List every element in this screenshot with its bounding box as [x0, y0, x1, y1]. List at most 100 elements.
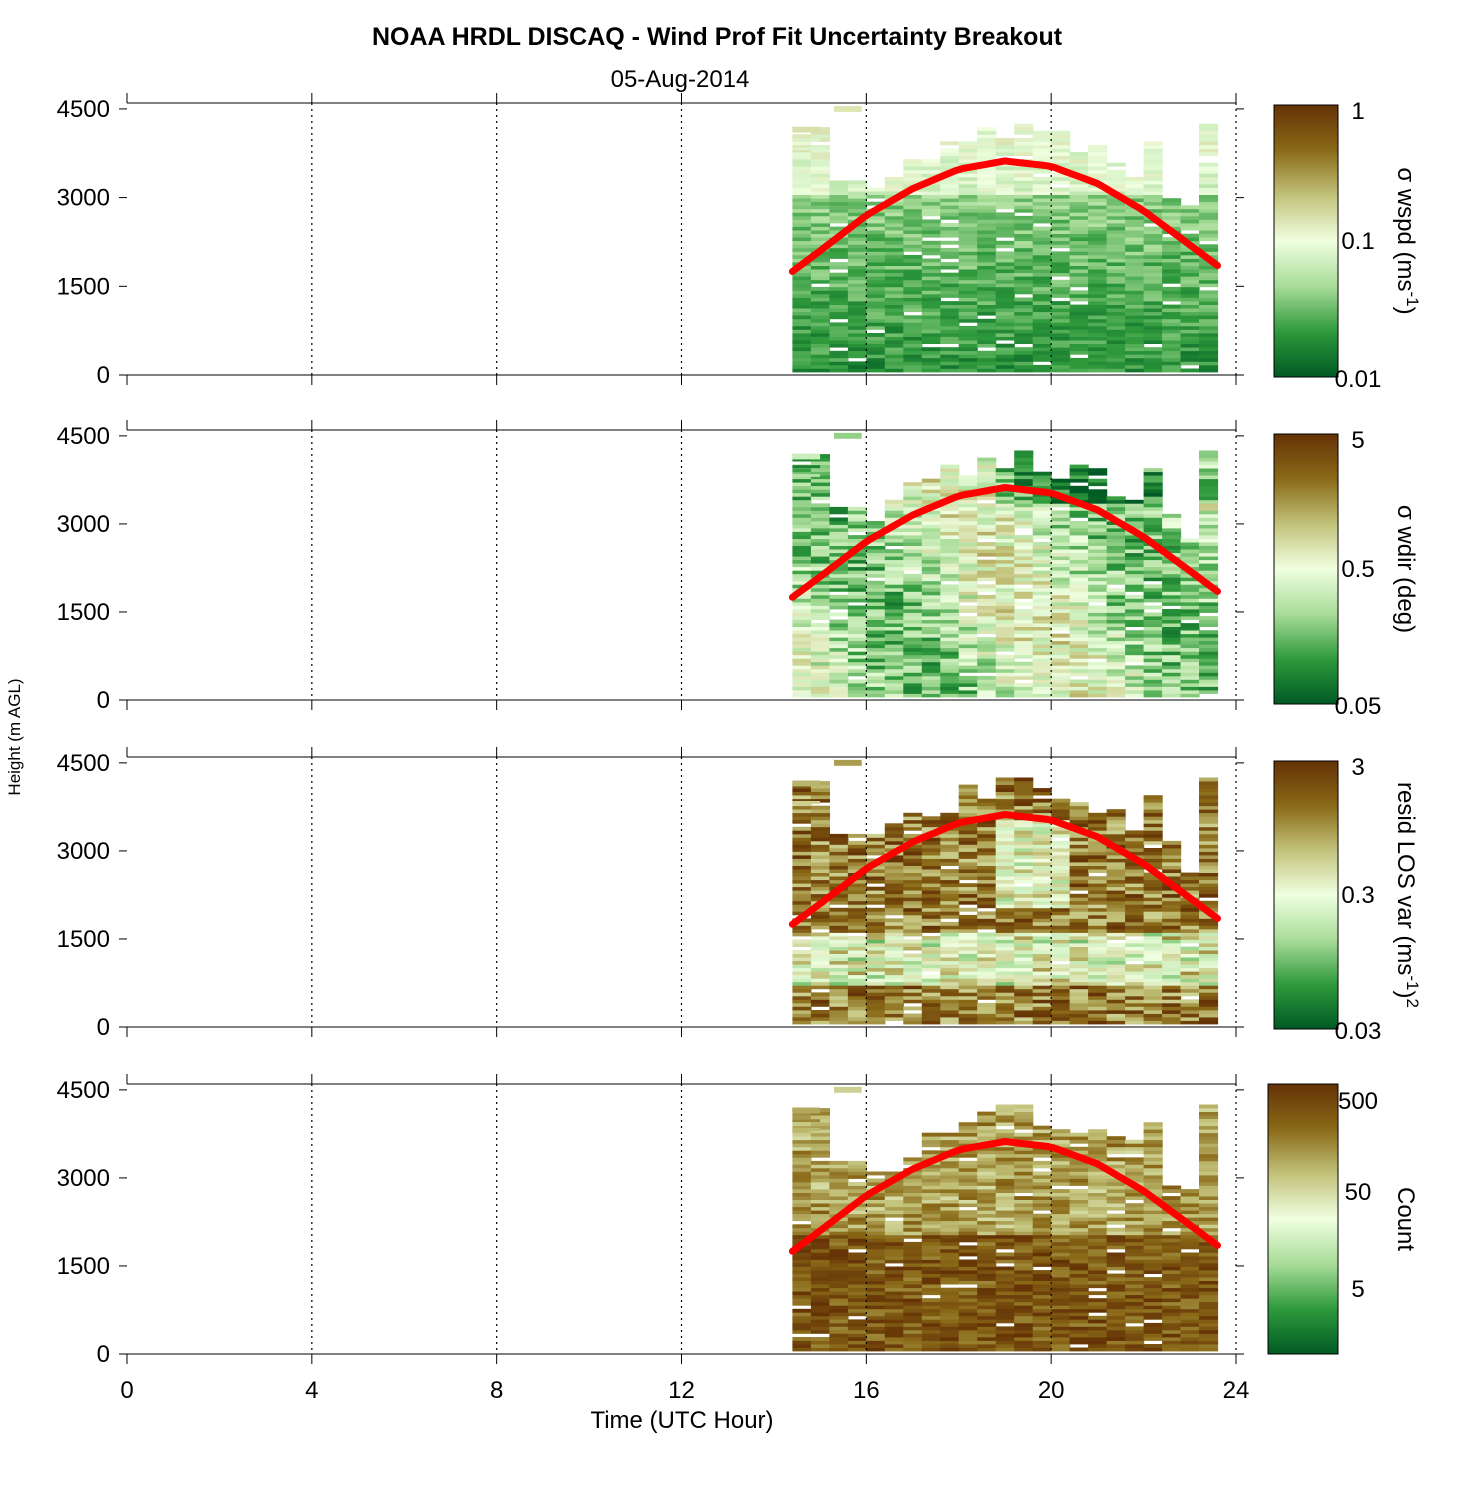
heatmap-cell	[810, 1108, 830, 1112]
heatmap-cell	[1032, 971, 1052, 976]
heatmap-cell	[940, 893, 960, 898]
heatmap-cell	[1051, 988, 1071, 993]
heatmap-cell	[903, 194, 923, 199]
heatmap-cell	[1162, 244, 1182, 249]
colorbar-tick-label: 0.03	[1335, 1018, 1382, 1045]
heatmap-cell	[1180, 876, 1200, 881]
heatmap-cell	[940, 368, 960, 373]
heatmap-cell	[1088, 496, 1108, 501]
heatmap-cell	[1088, 272, 1108, 277]
heatmap-cell	[1051, 946, 1071, 951]
heatmap-cell	[1106, 918, 1126, 923]
heatmap-cell	[995, 251, 1015, 256]
heatmap-cell	[1125, 559, 1145, 564]
heatmap-cell	[866, 1199, 886, 1204]
heatmap-cell	[810, 506, 830, 511]
heatmap-cell	[903, 552, 923, 557]
heatmap-cell	[995, 577, 1015, 582]
heatmap-cell	[847, 1308, 867, 1313]
heatmap-cell	[1051, 672, 1071, 677]
heatmap-cell	[1143, 795, 1163, 800]
heatmap-cell	[1051, 226, 1071, 231]
heatmap-cell	[1162, 364, 1182, 369]
heatmap-cell	[1143, 240, 1163, 245]
heatmap-cell	[977, 212, 997, 217]
heatmap-cell	[1014, 781, 1034, 785]
heatmap-cell	[995, 1006, 1015, 1011]
heatmap-cell	[884, 1182, 904, 1186]
heatmap-cell	[995, 900, 1015, 905]
heatmap-cell	[847, 570, 867, 575]
heatmap-cell	[921, 517, 941, 522]
heatmap-cell	[1106, 833, 1126, 838]
heatmap-cell	[995, 205, 1015, 210]
heatmap-cell	[940, 840, 960, 845]
heatmap-cell	[884, 499, 904, 504]
heatmap-cell	[1051, 584, 1071, 589]
heatmap-cell	[792, 1298, 812, 1303]
heatmap-cell	[940, 1294, 960, 1299]
heatmap-cell	[977, 130, 997, 135]
heatmap-cell	[810, 605, 830, 610]
heatmap-cell	[1051, 932, 1071, 937]
heatmap-cell	[921, 162, 941, 167]
heatmap-cell	[940, 1301, 960, 1306]
heatmap-cell	[1032, 212, 1052, 217]
heatmap-cell	[1032, 1013, 1052, 1018]
heatmap-cell	[1051, 855, 1071, 859]
heatmap-cell	[977, 675, 997, 680]
heatmap-cell	[1051, 858, 1071, 863]
heatmap-cell	[1125, 1010, 1145, 1014]
heatmap-cell	[1143, 169, 1163, 174]
heatmap-cell	[995, 1340, 1015, 1345]
heatmap-cell	[958, 883, 978, 888]
heatmap-cell	[1014, 184, 1034, 188]
heatmap-cell	[1014, 893, 1034, 898]
heatmap-cell	[977, 995, 997, 1000]
heatmap-cell	[1199, 862, 1219, 866]
heatmap-cell	[1032, 644, 1052, 649]
heatmap-cell	[977, 988, 997, 993]
heatmap-cell	[829, 506, 849, 511]
heatmap-cell	[829, 570, 849, 575]
heatmap-cell	[1051, 876, 1071, 881]
heatmap-cell	[1143, 315, 1163, 320]
heatmap-cell	[977, 883, 997, 888]
heatmap-cell	[1162, 198, 1182, 203]
heatmap-cell	[1032, 318, 1052, 323]
heatmap-cell	[866, 354, 886, 359]
heatmap-cell	[1069, 201, 1089, 206]
heatmap-cell	[940, 837, 960, 842]
heatmap-cell	[1014, 644, 1034, 649]
heatmap-cell	[1125, 967, 1145, 972]
heatmap-cell	[921, 357, 941, 362]
heatmap-cell	[940, 148, 960, 153]
heatmap-cell	[1143, 531, 1163, 536]
heatmap-cell	[847, 237, 867, 242]
heatmap-cell	[829, 340, 849, 344]
heatmap-cell	[1088, 198, 1108, 203]
boundary-curve	[788, 811, 1221, 928]
heatmap-cell	[1088, 865, 1108, 870]
heatmap-cell	[1143, 946, 1163, 951]
heatmap-cell	[866, 262, 886, 266]
heatmap-cell	[977, 1118, 997, 1123]
heatmap-cell	[810, 1256, 830, 1260]
heatmap-cell	[884, 690, 904, 694]
y-tick-label: 1500	[57, 599, 110, 626]
heatmap-cell	[792, 535, 812, 539]
heatmap-cell	[1069, 809, 1089, 814]
heatmap-cell	[958, 1315, 978, 1320]
heatmap-cell	[847, 658, 867, 663]
heatmap-cell	[1180, 612, 1200, 617]
heatmap-cell	[958, 661, 978, 666]
heatmap-cell	[1069, 651, 1089, 656]
heatmap-cell	[995, 1196, 1015, 1200]
heatmap-cell	[1199, 798, 1219, 803]
heatmap-cell	[1162, 665, 1182, 670]
heatmap-cell	[866, 626, 886, 631]
heatmap-cell	[1014, 1178, 1034, 1183]
heatmap-cell	[884, 315, 904, 320]
heatmap-cell	[995, 1199, 1015, 1204]
heatmap-cell	[866, 223, 886, 227]
